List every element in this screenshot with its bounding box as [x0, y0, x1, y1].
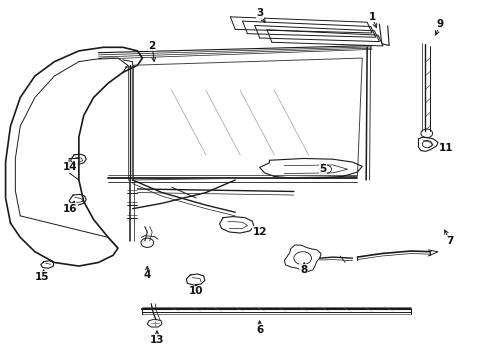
Text: 3: 3 [256, 8, 263, 18]
Text: 13: 13 [150, 334, 164, 345]
Text: 1: 1 [368, 12, 376, 22]
Text: 12: 12 [252, 227, 267, 237]
Text: 15: 15 [35, 272, 49, 282]
Text: 9: 9 [437, 19, 444, 29]
Text: 11: 11 [439, 143, 454, 153]
Text: 10: 10 [189, 286, 203, 296]
Text: 16: 16 [63, 204, 77, 214]
Text: 6: 6 [256, 325, 263, 335]
Text: 14: 14 [63, 162, 77, 172]
Text: 4: 4 [144, 270, 151, 280]
Text: 8: 8 [300, 265, 307, 275]
Text: 5: 5 [319, 164, 327, 174]
Text: 7: 7 [446, 236, 454, 246]
Text: 2: 2 [148, 41, 156, 50]
